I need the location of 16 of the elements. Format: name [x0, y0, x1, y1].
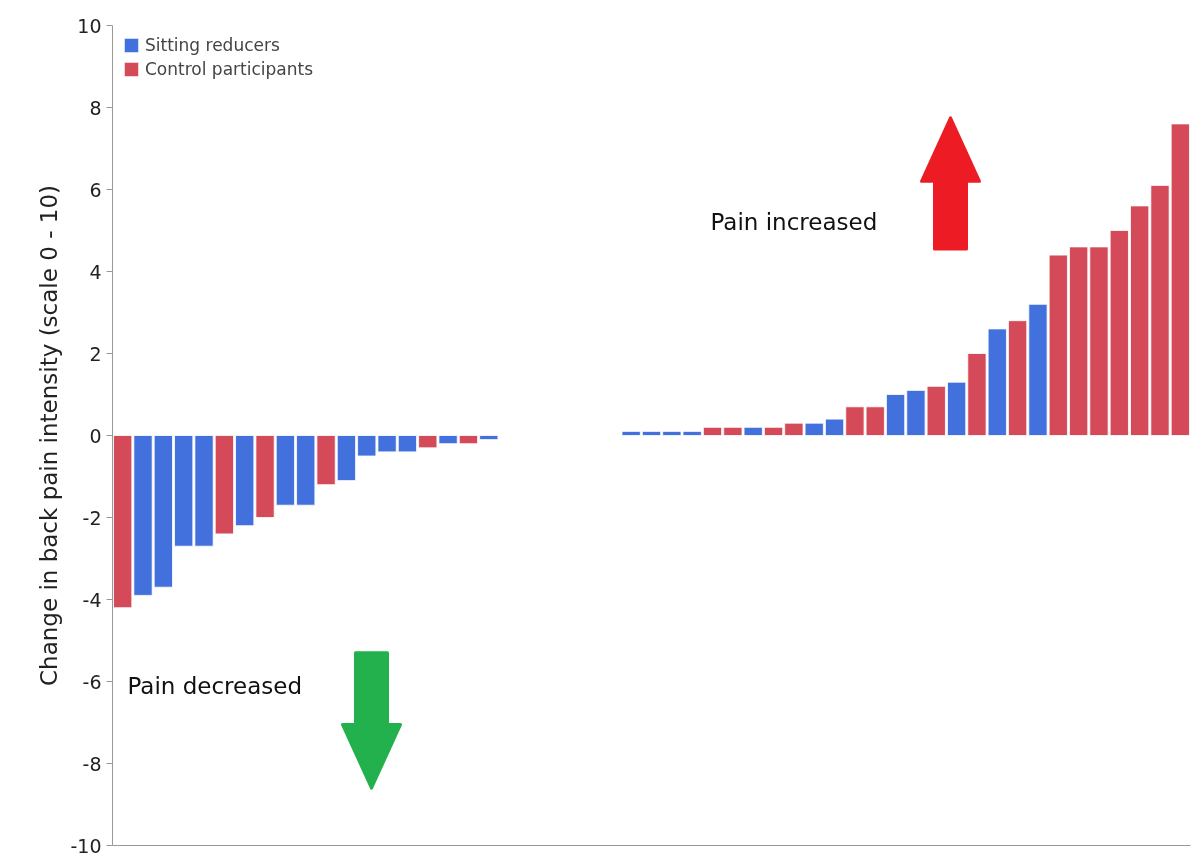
y-tick-label: 0: [89, 424, 102, 447]
y-tick-label: 4: [89, 260, 102, 283]
y-tick-label: -8: [82, 752, 102, 775]
y-tick-label: 10: [77, 14, 102, 37]
y-tick-label: -2: [82, 506, 102, 529]
legend-label: Sitting reducers: [145, 35, 280, 55]
y-tick-label: 2: [89, 342, 102, 365]
annotation: Pain increased: [710, 209, 878, 236]
y-tick-label: 8: [89, 96, 102, 119]
annotation: Pain decreased: [127, 672, 303, 699]
y-tick-label: -10: [70, 834, 102, 855]
y-tick-label: -4: [82, 588, 102, 611]
y-axis-title: Change in back pain intensity (scale 0 - 10): [36, 185, 63, 686]
y-tick-label: -6: [82, 670, 102, 693]
y-tick-label: 6: [89, 178, 102, 201]
legend-label: Control participants: [145, 59, 314, 79]
